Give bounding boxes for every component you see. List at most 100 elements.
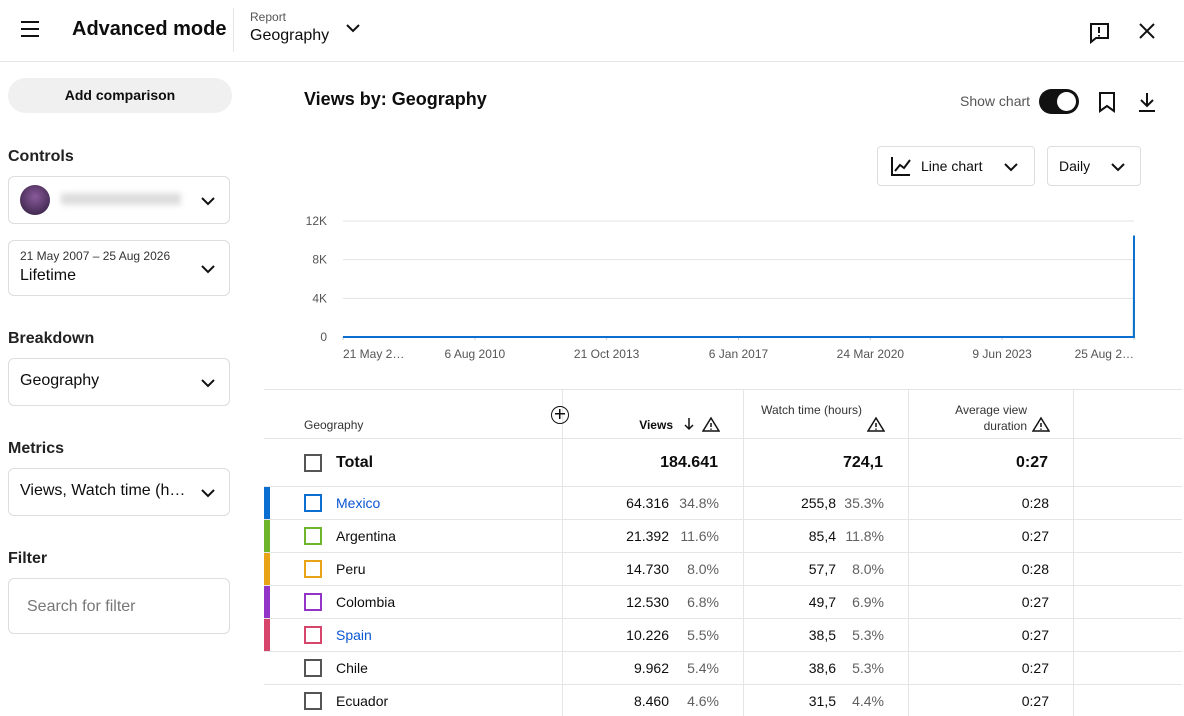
- header-cell: Geography: [304, 418, 364, 432]
- breakdown-value: Geography: [20, 372, 100, 389]
- channel-select[interactable]: [8, 176, 230, 224]
- series-line: [343, 235, 1135, 338]
- metrics-select[interactable]: Views, Watch time (h…: [8, 468, 230, 516]
- views: 12.530: [626, 594, 669, 610]
- metrics-value: Views, Watch time (h…: [20, 482, 186, 499]
- checkbox[interactable]: [304, 560, 322, 578]
- views-pct: 5.5%: [687, 627, 719, 643]
- header-icon: [684, 418, 694, 431]
- breakdown-label: Breakdown: [8, 330, 95, 347]
- row-color: [264, 619, 270, 651]
- show-chart-toggle[interactable]: [1039, 89, 1079, 114]
- column-divider: [562, 390, 563, 716]
- total-cell: 0:27: [1015, 454, 1048, 471]
- header: Advanced mode Report Geography: [0, 0, 1184, 62]
- watch-time: 85,4: [808, 528, 836, 544]
- watch-time: 57,7: [808, 561, 836, 577]
- filter-input[interactable]: Search for filter: [8, 578, 230, 634]
- x-tick-label: 6 Jan 2017: [709, 347, 769, 361]
- geo-name: Argentina: [336, 528, 396, 544]
- feedback-icon[interactable]: [1087, 21, 1111, 45]
- menu-icon[interactable]: [20, 20, 40, 38]
- row-divider: [264, 684, 1182, 685]
- chart-type: Line chart: [921, 158, 983, 174]
- watch-time: 255,8: [800, 495, 836, 511]
- geo-name: Chile: [336, 660, 368, 676]
- row-color: [264, 520, 270, 552]
- row-divider: [264, 438, 1182, 439]
- checkbox[interactable]: [304, 494, 322, 512]
- row-divider: [264, 552, 1182, 553]
- total-cell: 184.641: [660, 454, 718, 471]
- watch-time: 49,7: [808, 594, 836, 610]
- add-comparison-button[interactable]: Add comparison: [8, 78, 232, 113]
- report-value[interactable]: Geography: [250, 27, 330, 44]
- table: Geography Views Watch time (hours) Average …: [264, 389, 1182, 716]
- close-icon[interactable]: [1139, 23, 1155, 39]
- y-tick-label: 0: [320, 330, 327, 344]
- views: 64.316: [626, 495, 669, 511]
- checkbox[interactable]: [304, 454, 322, 472]
- date-range: 21 May 2007 – 25 Aug 2026: [20, 249, 171, 263]
- checkbox[interactable]: [304, 692, 322, 710]
- date-preset: Lifetime: [20, 267, 77, 284]
- header-cell: Average view duration: [955, 403, 1027, 433]
- chevron: [1111, 163, 1125, 172]
- total-label: Total: [336, 454, 374, 471]
- row-color: [264, 487, 270, 519]
- views: 10.226: [626, 627, 669, 643]
- avg-duration: 0:27: [1021, 693, 1049, 709]
- interval: Daily: [1059, 158, 1091, 174]
- row-color: [264, 586, 270, 618]
- blurred-channel-name: [61, 193, 181, 205]
- avg-duration: 0:27: [1021, 627, 1049, 643]
- divider: [233, 8, 234, 52]
- watch-pct: 5.3%: [852, 627, 884, 643]
- page-title: Advanced mode: [72, 18, 227, 40]
- interval-select[interactable]: Daily: [1047, 146, 1141, 186]
- header-cell: Watch time (hours): [761, 403, 862, 417]
- column-divider: [908, 390, 909, 716]
- checkbox[interactable]: [304, 593, 322, 611]
- show-chart-label: Show chart: [960, 93, 1031, 109]
- avg-duration: 0:27: [1021, 528, 1049, 544]
- chart-type-select[interactable]: Line chart: [877, 146, 1035, 186]
- y-tick-label: 8K: [312, 253, 327, 267]
- breakdown-select[interactable]: Geography: [8, 358, 230, 406]
- checkbox[interactable]: [304, 527, 322, 545]
- chart: 0 4K 8K 12K 21 May 2… 6 Aug 2010 21 Oct 2013 6 …: [306, 214, 1135, 361]
- header-icon: [867, 416, 885, 432]
- x-tick-label: 6 Aug 2010: [445, 347, 506, 361]
- chevron[interactable]: [345, 22, 361, 34]
- geo-name: Peru: [336, 561, 366, 577]
- y-tick-label: 12K: [306, 214, 327, 228]
- views-pct: 34.8%: [679, 495, 719, 511]
- row-divider: [264, 585, 1182, 586]
- watch-pct: 35.3%: [844, 495, 884, 511]
- plus: [555, 409, 565, 419]
- total-cell: 724,1: [842, 454, 883, 471]
- row-divider: [264, 519, 1182, 520]
- avatar: [20, 185, 50, 215]
- views: 8.460: [633, 693, 669, 709]
- watch-time: 38,5: [808, 627, 836, 643]
- geo-name[interactable]: Spain: [336, 627, 372, 643]
- add-column-icon[interactable]: [551, 406, 569, 424]
- date-select[interactable]: 21 May 2007 – 25 Aug 2026 Lifetime: [8, 240, 230, 296]
- checkbox[interactable]: [304, 659, 322, 677]
- bookmark-icon[interactable]: [1098, 91, 1116, 113]
- x-tick-label: 21 Oct 2013: [574, 347, 640, 361]
- watch-pct: 6.9%: [852, 594, 884, 610]
- geo-name[interactable]: Mexico: [336, 495, 381, 511]
- checkbox[interactable]: [304, 626, 322, 644]
- views-pct: 5.4%: [687, 660, 719, 676]
- avg-duration: 0:27: [1021, 660, 1049, 676]
- x-tick-label: 9 Jun 2023: [972, 347, 1032, 361]
- download-icon[interactable]: [1137, 91, 1157, 113]
- views-pct: 11.6%: [680, 528, 719, 544]
- row-divider: [264, 651, 1182, 652]
- avg-duration: 0:27: [1021, 594, 1049, 610]
- geo-name: Colombia: [336, 594, 396, 610]
- line-chart-icon: [891, 157, 911, 176]
- column-divider: [743, 390, 744, 716]
